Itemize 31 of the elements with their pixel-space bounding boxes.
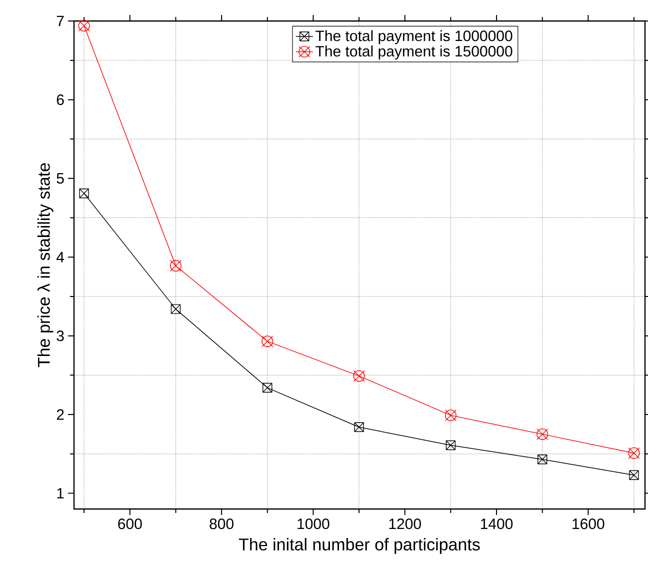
y-tick-label: 3 [56,330,64,342]
point [536,428,548,440]
y-tick-label: 2 [56,409,64,420]
y-tick-label: 7 [56,16,64,26]
point [446,440,456,450]
legend-label: The total payment is 1000000 [316,30,512,44]
x-tick-label: 800 [210,518,234,530]
x-tick-label: 600 [118,518,142,530]
x-axis-title: The inital number of participants [238,538,480,554]
point [628,447,640,459]
y-tick-label: 1 [57,488,64,498]
x-tick-label: 1600 [572,518,604,530]
point [262,382,272,393]
point [78,20,90,32]
legend-label: The total payment is 1500000 [316,46,512,60]
point [629,470,639,480]
y-tick-label: 4 [56,252,64,262]
y-tick-label: 6 [56,94,64,106]
point [444,410,456,422]
point [170,304,181,314]
point [170,260,182,272]
x-tick-label: 1400 [480,518,513,530]
point [538,454,548,464]
point [354,422,364,432]
point [353,370,365,382]
point [79,188,89,198]
x-tick-label: 1000 [298,518,330,530]
x-tick-label: 1200 [389,518,421,530]
y-axis-title: The price λ in stability state [37,163,54,368]
point [262,336,274,348]
y-tick-label: 5 [56,173,64,184]
